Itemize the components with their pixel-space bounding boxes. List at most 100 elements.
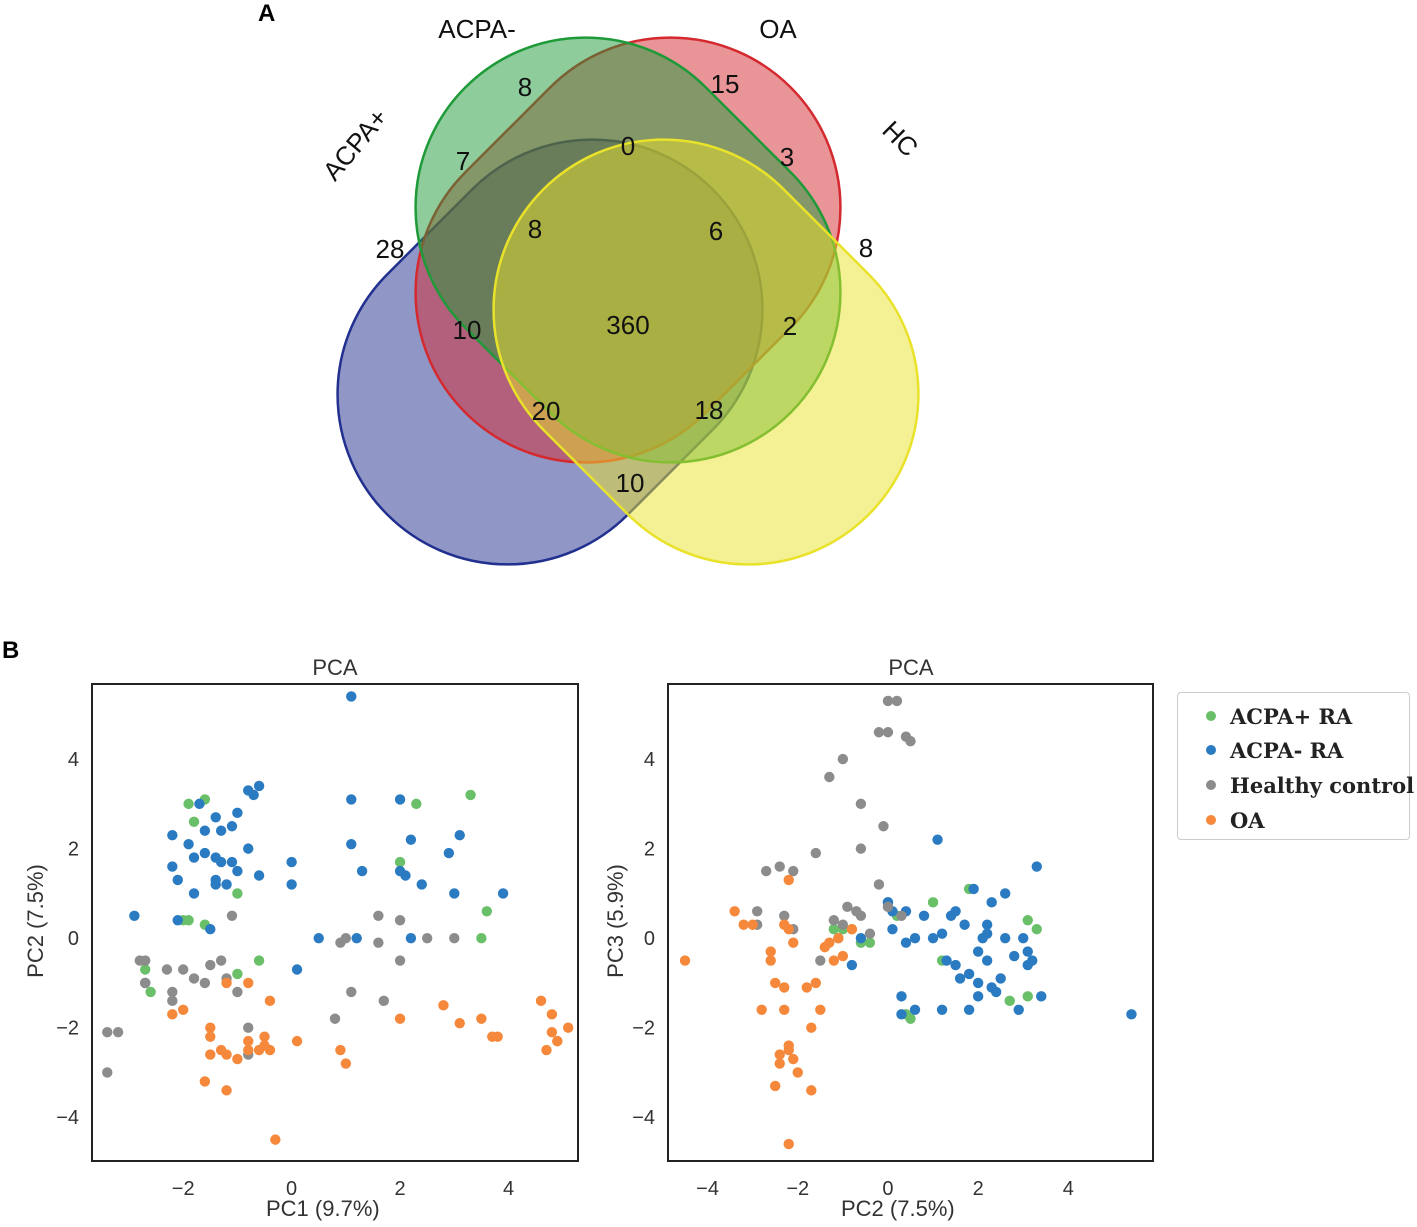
data-point bbox=[1022, 946, 1033, 957]
pca1-axes-frame bbox=[91, 683, 579, 1162]
data-point bbox=[846, 924, 858, 935]
data-point bbox=[177, 964, 189, 975]
data-point bbox=[205, 1031, 216, 1042]
data-point bbox=[792, 1067, 803, 1078]
x-tick-label: 4 bbox=[1063, 1178, 1074, 1200]
x-tick-label: −2 bbox=[172, 1178, 195, 1200]
data-point bbox=[346, 794, 357, 805]
data-point bbox=[905, 735, 916, 747]
legend-marker bbox=[1206, 745, 1216, 755]
venn-count-acpa-pos-acpa-neg-hc: 18 bbox=[695, 395, 724, 425]
pca1-xlabel: PC1 (9.7%) bbox=[266, 1196, 380, 1221]
data-point bbox=[950, 959, 961, 971]
x-tick-label: −2 bbox=[786, 1178, 809, 1200]
data-point bbox=[411, 798, 422, 810]
data-point bbox=[226, 821, 238, 832]
data-point bbox=[1022, 915, 1033, 926]
data-point bbox=[546, 1009, 558, 1020]
series-acpa-pos-ra bbox=[140, 789, 493, 998]
data-point bbox=[770, 977, 781, 989]
data-point bbox=[765, 955, 776, 966]
data-point bbox=[918, 910, 930, 921]
venn-count-acpa-neg: 8 bbox=[518, 72, 532, 102]
data-point bbox=[373, 937, 384, 948]
data-point bbox=[351, 932, 362, 944]
data-point bbox=[801, 982, 812, 993]
data-point bbox=[221, 879, 232, 890]
data-point bbox=[346, 838, 357, 850]
data-point bbox=[243, 977, 254, 989]
data-point bbox=[909, 1004, 921, 1015]
data-point bbox=[842, 901, 853, 913]
data-point bbox=[774, 1049, 785, 1060]
series-healthy-control bbox=[751, 695, 916, 966]
data-point bbox=[986, 897, 997, 908]
venn-set-label-acpa-neg: ACPA- bbox=[438, 14, 516, 44]
venn-diagram: ACPA+ ACPA- OA HC 28 8 15 8 7 0 3 8 6 10 360 2 20 18 10 bbox=[317, 14, 924, 566]
data-point bbox=[756, 1004, 767, 1015]
data-point bbox=[476, 932, 487, 944]
data-point bbox=[927, 897, 939, 908]
data-point bbox=[232, 1053, 243, 1065]
venn-count-acpa-pos-acpa-neg: 7 bbox=[456, 146, 470, 176]
data-point bbox=[221, 1049, 232, 1060]
data-point bbox=[140, 964, 151, 975]
y-tick-label: 2 bbox=[68, 839, 79, 861]
data-point bbox=[995, 973, 1006, 984]
data-point bbox=[1126, 1009, 1137, 1020]
data-point bbox=[864, 928, 876, 939]
data-point bbox=[896, 910, 907, 921]
data-point bbox=[1013, 1004, 1024, 1015]
legend-item-oa: OA bbox=[1178, 807, 1265, 833]
data-point bbox=[999, 932, 1011, 944]
legend-label: ACPA- RA bbox=[1230, 737, 1344, 763]
data-point bbox=[1027, 955, 1038, 966]
data-point bbox=[286, 856, 297, 868]
legend-item-acpa-pos: ACPA+ RA bbox=[1178, 703, 1352, 729]
series-acpa-ra bbox=[129, 691, 509, 989]
data-point bbox=[416, 879, 427, 890]
data-point bbox=[199, 825, 211, 836]
venn-set-label-oa: OA bbox=[759, 14, 797, 44]
data-point bbox=[329, 1013, 341, 1024]
data-point bbox=[788, 1053, 799, 1065]
venn-count-acpa-neg-hc: 2 bbox=[783, 311, 797, 341]
venn-count-acpa-pos-acpa-neg-oa-hc: 360 bbox=[606, 310, 649, 340]
y-tick-label: −2 bbox=[632, 1018, 655, 1040]
data-point bbox=[999, 888, 1011, 899]
data-point bbox=[243, 843, 254, 854]
data-point bbox=[253, 780, 265, 792]
data-point bbox=[1022, 991, 1033, 1002]
data-point bbox=[932, 834, 943, 845]
data-point bbox=[783, 1044, 794, 1056]
data-point bbox=[215, 825, 227, 836]
data-point bbox=[941, 955, 952, 966]
data-point bbox=[828, 924, 840, 935]
venn-count-acpa-pos-oa-hc: 20 bbox=[532, 396, 561, 426]
data-point bbox=[751, 906, 763, 917]
data-point bbox=[968, 883, 979, 895]
data-point bbox=[188, 973, 200, 984]
data-point bbox=[340, 932, 352, 944]
data-point bbox=[855, 798, 867, 810]
data-point bbox=[535, 995, 547, 1007]
x-tick-label: 0 bbox=[882, 1178, 893, 1200]
data-point bbox=[837, 950, 849, 962]
data-point bbox=[986, 982, 997, 993]
data-point bbox=[788, 937, 799, 948]
data-point bbox=[356, 865, 368, 877]
data-point bbox=[1036, 991, 1047, 1002]
venn-count-acpa-pos: 28 bbox=[376, 234, 405, 264]
data-point bbox=[232, 986, 243, 998]
data-point bbox=[936, 928, 948, 939]
series-oa bbox=[167, 977, 574, 1145]
data-point bbox=[806, 1022, 817, 1033]
pca1-plot: −2 0 2 4 −4 −2 0 2 4 bbox=[56, 691, 574, 1200]
data-point bbox=[679, 955, 691, 966]
data-point bbox=[1031, 861, 1042, 872]
venn-count-acpa-pos-hc: 10 bbox=[616, 468, 645, 498]
data-point bbox=[232, 888, 243, 899]
data-point bbox=[896, 1009, 907, 1020]
data-point bbox=[541, 1044, 552, 1056]
data-point bbox=[465, 789, 476, 801]
